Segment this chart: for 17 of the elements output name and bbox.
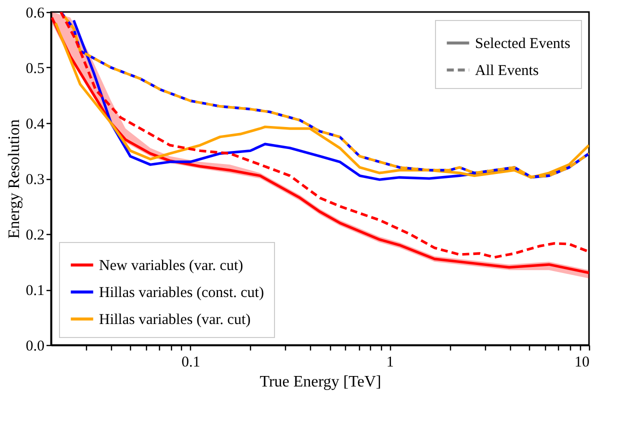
y-tick-label: 0.5 <box>26 61 44 77</box>
x-tick-label: 1 <box>386 354 394 370</box>
annotation: Selected Events <box>475 36 571 52</box>
y-tick-label: 0.0 <box>26 338 44 354</box>
y-tick-label: 0.1 <box>26 283 44 299</box>
x-axis-title: True Energy [TeV] <box>260 374 382 390</box>
y-tick-label: 0.2 <box>26 228 44 244</box>
y-tick-label: 0.3 <box>26 172 44 188</box>
y-axis-title: Energy Resolution <box>6 119 23 239</box>
y-tick-label: 0.6 <box>26 6 45 22</box>
y-tick-label: 0.4 <box>26 116 45 132</box>
annotation: All Events <box>475 63 539 79</box>
legend-label: Hillas variables (var. cut) <box>99 312 251 328</box>
x-tick-label: 0.1 <box>181 354 200 370</box>
legend-label: New variables (var. cut) <box>99 258 244 274</box>
legend-label: Hillas variables (const. cut) <box>99 285 264 301</box>
x-tick-label: 10 <box>574 354 590 370</box>
